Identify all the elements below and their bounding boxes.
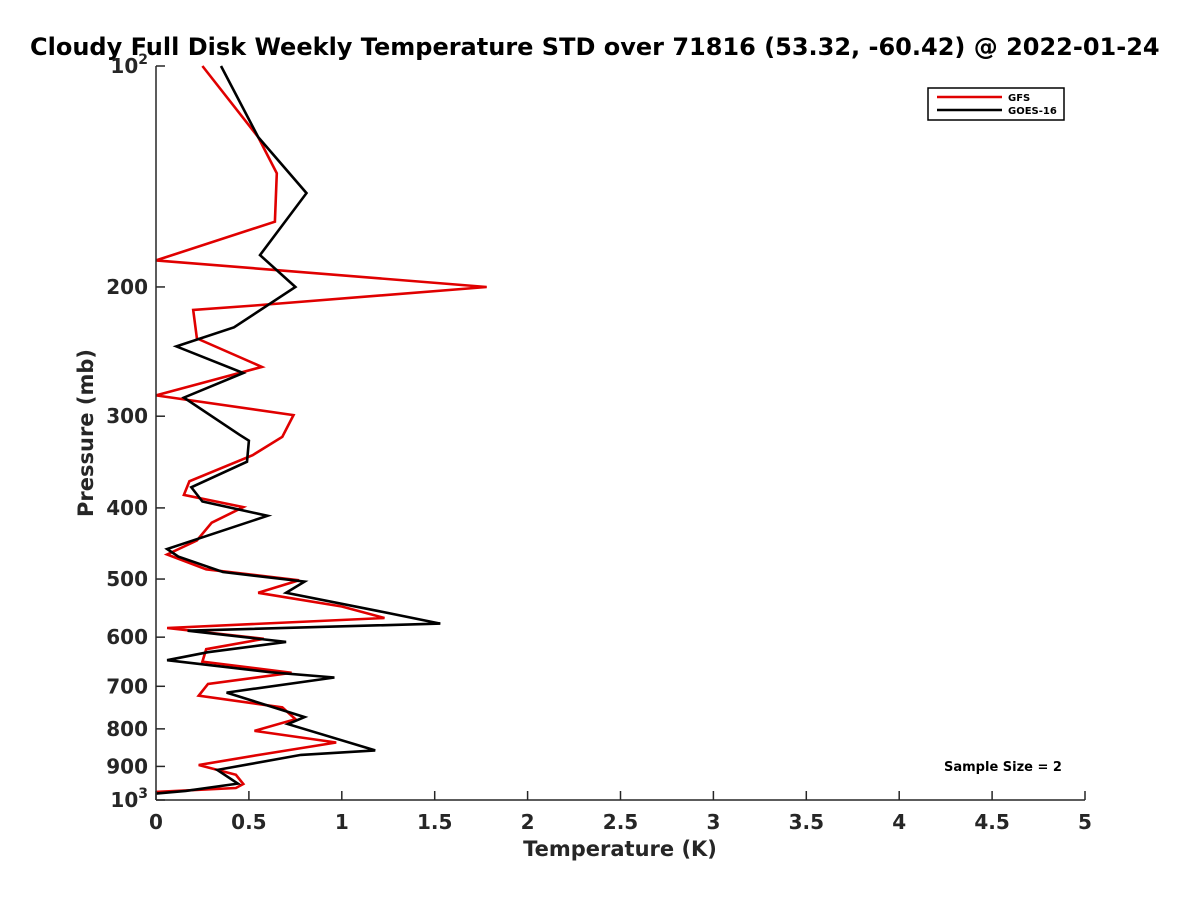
y-tick-label: 600	[106, 625, 148, 649]
x-tick-label: 4	[892, 810, 906, 834]
y-tick-label: 102	[110, 52, 148, 78]
y-tick-label: 500	[106, 567, 148, 591]
y-tick-label: 700	[106, 674, 148, 698]
tick-base: 10	[110, 54, 138, 78]
x-tick-label: 5	[1078, 810, 1092, 834]
x-tick-label: 0.5	[231, 810, 266, 834]
series-line-goes-16	[155, 65, 441, 795]
y-tick-label: 800	[106, 717, 148, 741]
y-tick-label: 103	[110, 786, 148, 812]
x-tick-label: 3	[706, 810, 720, 834]
legend-label-gfs: GFS	[1008, 93, 1030, 104]
x-tick-label: 4.5	[974, 810, 1009, 834]
x-tick-label: 0	[149, 810, 163, 834]
x-tick-label: 1.5	[417, 810, 452, 834]
series-layer	[155, 65, 487, 795]
y-tick-label: 200	[106, 275, 148, 299]
chart-title: Cloudy Full Disk Weekly Temperature STD …	[30, 33, 1160, 61]
x-axis-label: Temperature (K)	[523, 837, 717, 861]
tick-exponent: 3	[138, 786, 148, 802]
tick-exponent: 2	[138, 52, 148, 68]
x-tick-label: 2.5	[603, 810, 638, 834]
y-tick-label: 400	[106, 496, 148, 520]
axes-layer: 0 0.5 1 1.5 2 2.5 3 3.5 4 4.5 51022003004005006007…	[106, 52, 1092, 834]
legend: GFS GOES-16	[927, 87, 1065, 121]
legend-box	[927, 87, 1065, 121]
x-tick-label: 1	[335, 810, 349, 834]
x-tick-label: 2	[521, 810, 535, 834]
sample-size-annotation: Sample Size = 2	[944, 760, 1062, 775]
y-tick-label: 900	[106, 754, 148, 778]
y-axis-label: Pressure (mb)	[74, 349, 98, 517]
tick-base: 10	[110, 788, 138, 812]
legend-label-goes-16: GOES-16	[1008, 106, 1057, 117]
series-line-gfs	[155, 65, 487, 794]
y-tick-label: 300	[106, 404, 148, 428]
x-tick-label: 3.5	[789, 810, 824, 834]
